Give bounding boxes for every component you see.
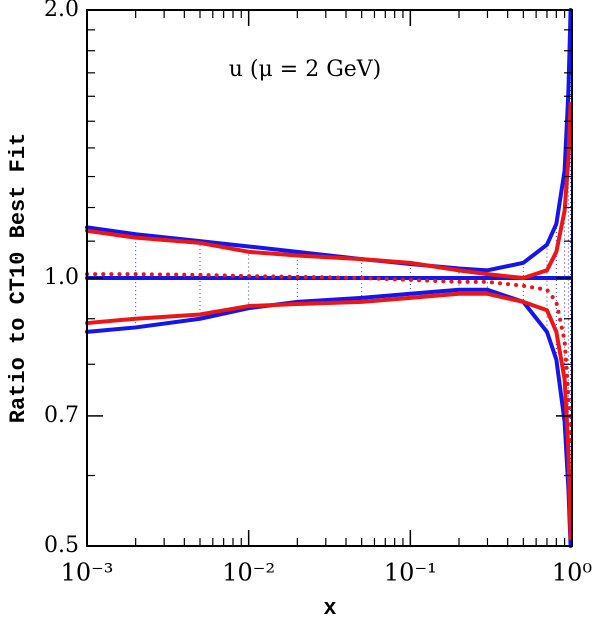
series-line	[85, 287, 573, 548]
y-axis-label: Ratio to CT10 Best Fit	[6, 133, 31, 423]
y-tick-label: 2.0	[44, 0, 79, 22]
chart-title: u (μ = 2 GeV)	[229, 57, 382, 82]
series-line	[85, 291, 573, 541]
x-tick-label: 10⁰	[552, 559, 592, 587]
y-tick-label: 0.7	[44, 403, 79, 428]
series-line	[85, 8, 573, 273]
x-tick-label: 10⁻¹	[384, 559, 437, 587]
y-tick-label: 0.5	[44, 533, 79, 558]
x-tick-label: 10⁻³	[61, 559, 114, 587]
series-line	[85, 101, 573, 280]
x-tick-label: 10⁻²	[222, 559, 275, 587]
x-axis-label: x	[323, 596, 336, 621]
y-tick-label: 1.0	[44, 265, 79, 290]
series-line	[85, 272, 573, 447]
